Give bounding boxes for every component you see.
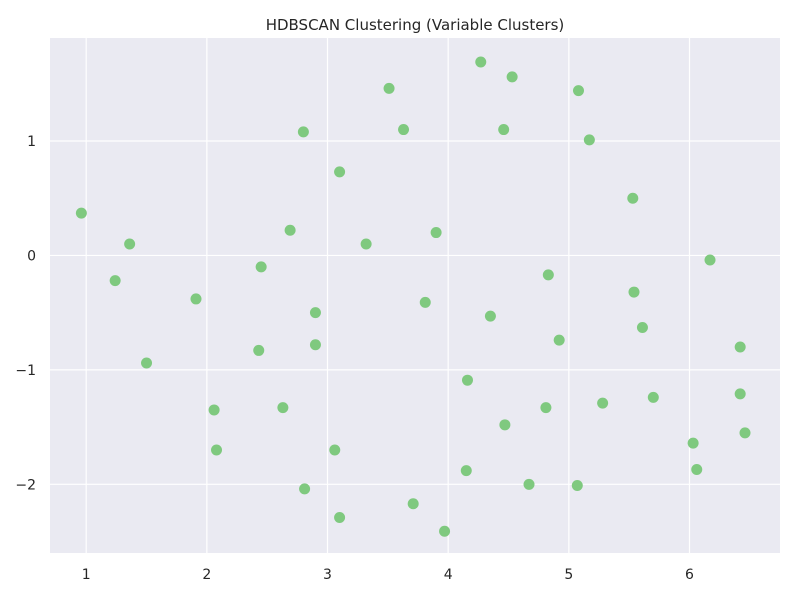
x-tick-label: 2 bbox=[202, 567, 211, 583]
scatter-point bbox=[498, 124, 510, 136]
scatter-point bbox=[253, 344, 265, 356]
y-tick-label: 0 bbox=[27, 248, 36, 264]
scatter-point bbox=[627, 192, 639, 204]
scatter-point bbox=[141, 357, 153, 369]
scatter-point bbox=[299, 483, 311, 495]
x-tick-label: 1 bbox=[82, 567, 91, 583]
scatter-point bbox=[647, 391, 659, 403]
scatter-point bbox=[460, 465, 472, 477]
scatter-point bbox=[636, 322, 648, 334]
scatter-point bbox=[329, 444, 341, 456]
scatter-point bbox=[208, 404, 220, 416]
y-tick-label: −2 bbox=[15, 477, 36, 493]
scatter-point bbox=[461, 374, 473, 386]
scatter-point bbox=[499, 419, 511, 431]
grid-lines bbox=[50, 38, 780, 553]
scatter-point bbox=[628, 286, 640, 298]
x-tick-label: 5 bbox=[564, 567, 573, 583]
scatter-point bbox=[583, 134, 595, 146]
scatter-point bbox=[297, 126, 309, 138]
chart-title: HDBSCAN Clustering (Variable Clusters) bbox=[266, 16, 565, 34]
scatter-point bbox=[75, 207, 87, 219]
scatter-point bbox=[124, 238, 136, 250]
scatter-point bbox=[430, 227, 442, 239]
scatter-point bbox=[484, 310, 496, 322]
scatter-point bbox=[277, 402, 289, 414]
scatter-point bbox=[540, 402, 552, 414]
scatter-point bbox=[255, 261, 267, 273]
scatter-point bbox=[334, 512, 346, 524]
scatter-point bbox=[704, 254, 716, 266]
scatter-point bbox=[506, 71, 518, 83]
scatter-point bbox=[523, 478, 535, 490]
scatter-point bbox=[334, 166, 346, 178]
x-axis-ticks: 1 2 3 4 5 6 bbox=[82, 567, 694, 583]
x-tick-label: 6 bbox=[685, 567, 694, 583]
scatter-point bbox=[571, 479, 583, 491]
scatter-point bbox=[398, 124, 410, 136]
y-tick-label: −1 bbox=[15, 363, 36, 379]
scatter-point bbox=[734, 388, 746, 400]
scatter-point bbox=[190, 293, 202, 305]
data-points bbox=[75, 56, 751, 537]
scatter-point bbox=[691, 463, 703, 475]
scatter-point bbox=[360, 238, 372, 250]
scatter-point bbox=[383, 82, 395, 94]
scatter-point bbox=[572, 85, 584, 97]
scatter-point bbox=[109, 275, 121, 287]
scatter-point bbox=[309, 339, 321, 351]
x-tick-label: 4 bbox=[444, 567, 453, 583]
scatter-point bbox=[407, 498, 419, 510]
y-axis-ticks: 1 0 −1 −2 bbox=[15, 134, 36, 493]
scatter-point bbox=[309, 307, 321, 319]
scatter-point bbox=[734, 341, 746, 353]
scatter-point bbox=[553, 334, 565, 346]
scatter-point bbox=[687, 437, 699, 449]
plot-area bbox=[50, 38, 780, 553]
scatter-point bbox=[475, 56, 487, 68]
scatter-point bbox=[211, 444, 223, 456]
scatter-point bbox=[419, 296, 431, 308]
scatter-point bbox=[284, 224, 296, 236]
scatter-point bbox=[439, 525, 451, 537]
scatter-point bbox=[739, 427, 751, 439]
y-tick-label: 1 bbox=[27, 134, 36, 150]
scatter-point bbox=[542, 269, 554, 281]
x-tick-label: 3 bbox=[323, 567, 332, 583]
scatter-point bbox=[597, 397, 609, 409]
